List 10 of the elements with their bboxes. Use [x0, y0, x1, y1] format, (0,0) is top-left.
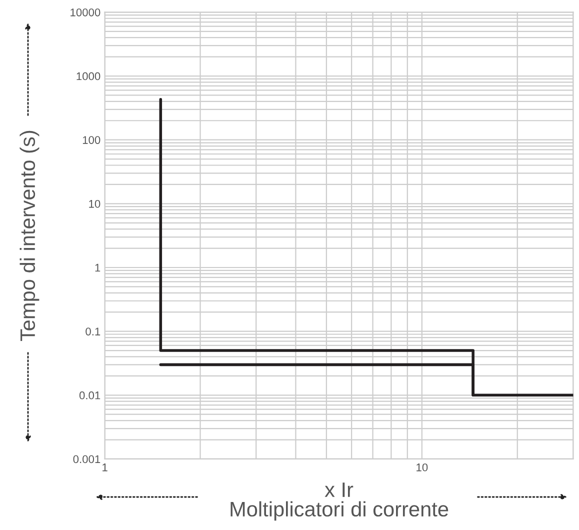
y-axis-title: Tempo di intervento (s) [20, 130, 40, 342]
y-tick-label: 0.01 [79, 391, 100, 400]
y-tick-label: 0.1 [86, 328, 100, 336]
y-tick-label: 1000 [76, 72, 100, 80]
x-axis-title: x Ir Moltiplicatori di corrente [230, 482, 448, 521]
y-tick-label: 10 [89, 200, 100, 208]
y-tick-label: 0.001 [73, 455, 100, 464]
y-tick-label: 1 [95, 264, 100, 272]
y-tick-label: 100 [82, 136, 100, 144]
y-tick-label: 10000 [70, 8, 100, 16]
